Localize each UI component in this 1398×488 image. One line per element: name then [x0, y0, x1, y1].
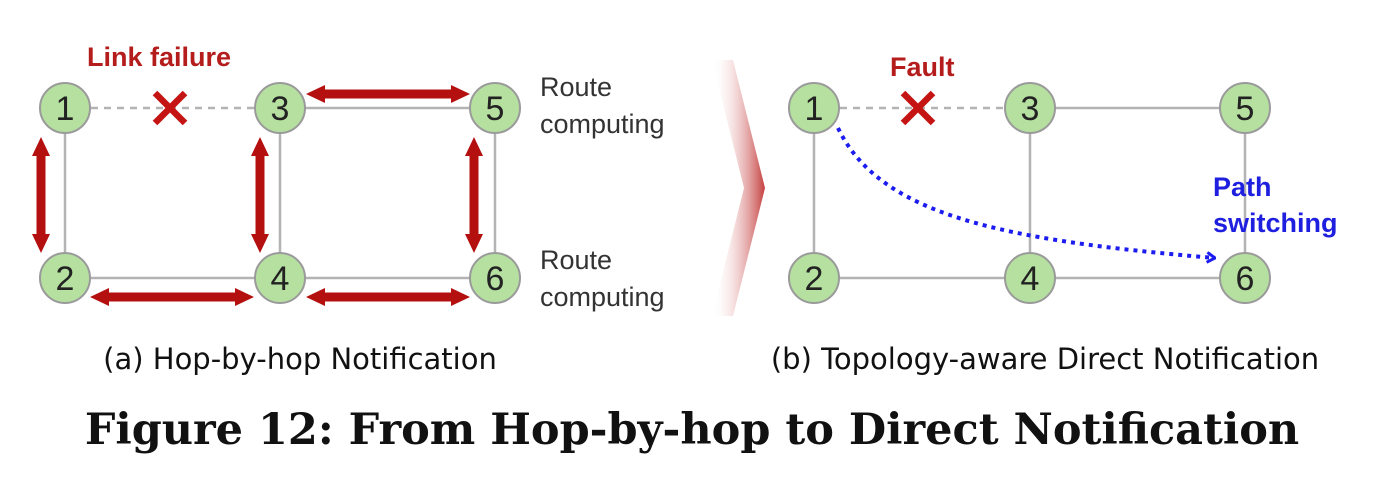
caption-b: (b) Topology-aware Direct Notification	[771, 342, 1319, 376]
node-b-3: 3	[1005, 83, 1055, 133]
notify-arrow-2-4	[90, 288, 254, 306]
notify-arrow-4-6	[306, 288, 470, 306]
node-a-5: 5	[470, 83, 520, 133]
figure-title: Figure 12: From Hop-by-hop to Direct Not…	[85, 405, 1299, 455]
node-label: 5	[1236, 90, 1255, 128]
route-computing-bottom-line2: computing	[540, 282, 665, 312]
path-switching-line2: switching	[1213, 208, 1338, 238]
path-switching-line1: Path	[1213, 172, 1272, 202]
route-computing-bottom-line1: Route	[540, 245, 612, 275]
node-label: 4	[1021, 260, 1040, 298]
node-label: 2	[56, 260, 75, 298]
link-failure-label: Link failure	[87, 42, 231, 72]
node-b-1: 1	[789, 83, 839, 133]
notify-arrow-5-6	[465, 137, 483, 253]
node-label: 2	[805, 260, 824, 298]
node-a-1: 1	[40, 83, 90, 133]
route-computing-top-line2: computing	[540, 109, 665, 139]
path-switching-arrow	[838, 128, 1215, 258]
node-b-6: 6	[1220, 253, 1270, 303]
notify-arrow-3-5	[306, 85, 470, 103]
node-label: 5	[486, 90, 505, 128]
chevron-arrow-icon	[712, 60, 765, 316]
panel-a-diagram: 1 3 5 2 4 6 Link failure Route computing…	[32, 42, 665, 312]
node-label: 6	[1236, 260, 1255, 298]
node-a-6: 6	[470, 253, 520, 303]
node-b-4: 4	[1005, 253, 1055, 303]
fault-label: Fault	[890, 52, 955, 82]
node-label: 6	[486, 260, 505, 298]
node-a-3: 3	[255, 83, 305, 133]
node-label: 1	[805, 90, 824, 128]
notify-arrow-1-2	[32, 137, 50, 253]
node-label: 4	[271, 260, 290, 298]
notify-arrow-3-4	[251, 137, 269, 253]
node-b-2: 2	[789, 253, 839, 303]
node-label: 3	[271, 90, 290, 128]
node-a-4: 4	[255, 253, 305, 303]
node-a-2: 2	[40, 253, 90, 303]
node-label: 3	[1021, 90, 1040, 128]
panel-b-diagram: 1 3 5 2 4 6 Fault Path switching	[789, 52, 1338, 303]
node-label: 1	[56, 90, 75, 128]
route-computing-top-line1: Route	[540, 72, 612, 102]
caption-a: (a) Hop-by-hop Notification	[103, 342, 497, 376]
node-b-5: 5	[1220, 83, 1270, 133]
